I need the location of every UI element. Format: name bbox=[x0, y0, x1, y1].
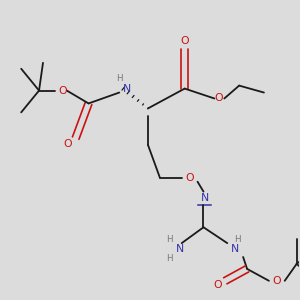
Text: O: O bbox=[213, 280, 222, 290]
Text: O: O bbox=[185, 173, 194, 183]
Text: O: O bbox=[64, 139, 72, 149]
Text: O: O bbox=[180, 36, 189, 46]
Text: N: N bbox=[231, 244, 239, 254]
Text: H: H bbox=[167, 254, 173, 263]
Text: H: H bbox=[167, 235, 173, 244]
Text: H: H bbox=[234, 235, 241, 244]
Text: O: O bbox=[58, 85, 67, 96]
Text: H: H bbox=[116, 74, 123, 83]
Text: O: O bbox=[272, 276, 281, 286]
Text: N: N bbox=[176, 244, 184, 254]
Text: N: N bbox=[123, 84, 131, 94]
Text: N: N bbox=[201, 193, 210, 202]
Text: O: O bbox=[214, 94, 223, 103]
